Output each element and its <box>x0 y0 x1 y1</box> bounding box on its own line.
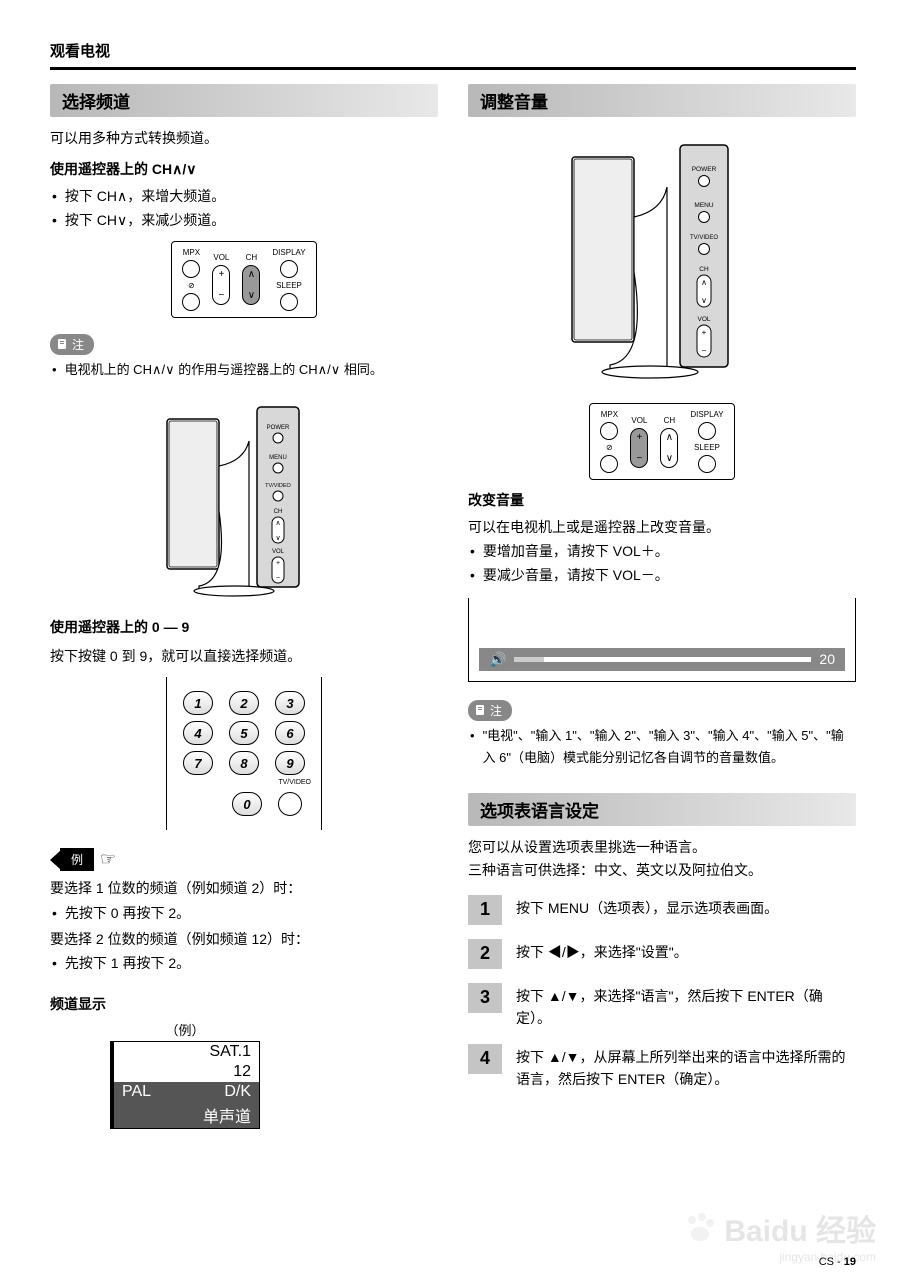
section-language: 选项表语言设定 <box>468 793 856 826</box>
example-bullet-1: 先按下 0 再按下 2。 <box>52 902 438 926</box>
note-tag-2: 注 <box>468 700 512 721</box>
right-column: 调整音量 POWER MENU TV/VIDEO CH ∧ <box>468 84 856 1129</box>
step-2: 2 按下 ◀/▶，来选择"设置"。 <box>468 939 856 969</box>
svg-text:+: + <box>276 560 280 567</box>
note-icon <box>56 338 68 350</box>
example-tag: 例 ☞ <box>50 848 116 871</box>
step-3-text: 按下 ▲/▼，来选择"语言"，然后按下 ENTER（确定）。 <box>516 983 856 1030</box>
baidu-paw-icon <box>682 1210 718 1246</box>
subhead-remote-09: 使用遥控器上的 0 — 9 <box>50 617 438 637</box>
svg-text:∧: ∧ <box>275 520 280 527</box>
page-number: CS - 19 <box>819 1256 856 1268</box>
watermark: Baidu 经验 jingyan.baidu.com <box>682 1206 876 1250</box>
tv-diagram-1: POWER MENU TV/VIDEO CH ∧ ∨ VOL + − <box>50 391 438 601</box>
step-1-text: 按下 MENU（选项表），显示选项表画面。 <box>516 895 778 919</box>
svg-text:+: + <box>702 328 707 337</box>
svg-text:POWER: POWER <box>692 166 717 173</box>
svg-text:TV/VIDEO: TV/VIDEO <box>690 235 718 241</box>
left-column: 选择频道 可以用多种方式转换频道。 使用遥控器上的 CH∧/∨ 按下 CH∧，来… <box>50 84 438 1129</box>
step-number-2: 2 <box>468 939 502 969</box>
svg-text:−: − <box>276 575 280 582</box>
svg-text:POWER: POWER <box>267 425 290 431</box>
note-tag-1: 注 <box>50 334 94 355</box>
page-header: 观看电视 <box>50 40 856 61</box>
svg-text:VOL: VOL <box>697 316 710 323</box>
step-1: 1 按下 MENU（选项表），显示选项表画面。 <box>468 895 856 925</box>
subhead-channel-display: 频道显示 <box>50 994 438 1014</box>
pointer-icon: ☞ <box>100 849 116 870</box>
svg-text:MENU: MENU <box>694 202 713 209</box>
step-4-text: 按下 ▲/▼，从屏幕上所列举出来的语言中选择所需的语言，然后按下 ENTER（确… <box>516 1044 856 1091</box>
step-number-4: 4 <box>468 1044 502 1074</box>
step-number-1: 1 <box>468 895 502 925</box>
svg-text:−: − <box>702 346 707 355</box>
speaker-icon: 🔊 <box>489 651 506 668</box>
step-3: 3 按下 ▲/▼，来选择"语言"，然后按下 ENTER（确定）。 <box>468 983 856 1030</box>
header-rule <box>50 67 856 70</box>
bullet-vol-down: 要减少音量，请按下 VOL－。 <box>470 564 856 588</box>
section-adjust-volume: 调整音量 <box>468 84 856 117</box>
note-text-2: "电视"、"输入 1"、"输入 2"、"输入 3"、"输入 4"、"输入 5"、… <box>470 725 856 769</box>
bullet-ch-up: 按下 CH∧，来增大频道。 <box>52 185 438 209</box>
svg-text:TV/VIDEO: TV/VIDEO <box>265 483 291 489</box>
intro-text: 可以用多种方式转换频道。 <box>50 127 438 149</box>
note-text-1: 电视机上的 CH∧/∨ 的作用与遥控器上的 CH∧/∨ 相同。 <box>52 359 438 381</box>
remote-diagram-2: MPX⊘ VOL+− CH∧∨ DISPLAYSLEEP <box>468 403 856 480</box>
bullet-ch-down: 按下 CH∨，来减少频道。 <box>52 209 438 233</box>
svg-text:CH: CH <box>699 266 709 273</box>
svg-text:∨: ∨ <box>275 535 280 542</box>
section-select-channel: 选择频道 <box>50 84 438 117</box>
step-2-text: 按下 ◀/▶，来选择"设置"。 <box>516 939 688 963</box>
svg-text:∧: ∧ <box>701 278 707 287</box>
example-line-2: 要选择 2 位数的频道（例如频道 12）时： <box>50 928 438 950</box>
keypad-text: 按下按键 0 到 9，就可以直接选择频道。 <box>50 645 438 667</box>
example-bullet-2: 先按下 1 再按下 2。 <box>52 952 438 976</box>
svg-text:MENU: MENU <box>269 455 287 461</box>
lang-intro-2: 三种语言可供选择：中文、英文以及阿拉伯文。 <box>468 859 856 881</box>
change-volume-text: 可以在电视机上或是遥控器上改变音量。 <box>468 516 856 538</box>
volume-value: 20 <box>819 651 835 667</box>
remote-diagram-1: MPX⊘ VOL+− CH∧∨ DISPLAYSLEEP <box>50 241 438 318</box>
svg-text:VOL: VOL <box>272 549 285 555</box>
bullet-vol-up: 要增加音量，请按下 VOL＋。 <box>470 540 856 564</box>
step-4: 4 按下 ▲/▼，从屏幕上所列举出来的语言中选择所需的语言，然后按下 ENTER… <box>468 1044 856 1091</box>
svg-text:∨: ∨ <box>701 296 707 305</box>
note-icon <box>474 704 486 716</box>
svg-text:CH: CH <box>274 509 283 515</box>
channel-display-example: （例） SAT.1 12 PALD/K 单声道 <box>110 1020 260 1129</box>
subhead-change-volume: 改变音量 <box>468 490 856 510</box>
example-line-1: 要选择 1 位数的频道（例如频道 2）时： <box>50 877 438 899</box>
subhead-remote-ch: 使用遥控器上的 CH∧/∨ <box>50 159 438 179</box>
tv-diagram-2: POWER MENU TV/VIDEO CH ∧ ∨ VOL + − <box>468 127 856 387</box>
keypad-diagram: 123 456 789 TV/VIDEO 0 <box>50 677 438 830</box>
step-number-3: 3 <box>468 983 502 1013</box>
lang-intro-1: 您可以从设置选项表里挑选一种语言。 <box>468 836 856 858</box>
volume-osd-diagram: 🔊 20 <box>468 598 856 682</box>
